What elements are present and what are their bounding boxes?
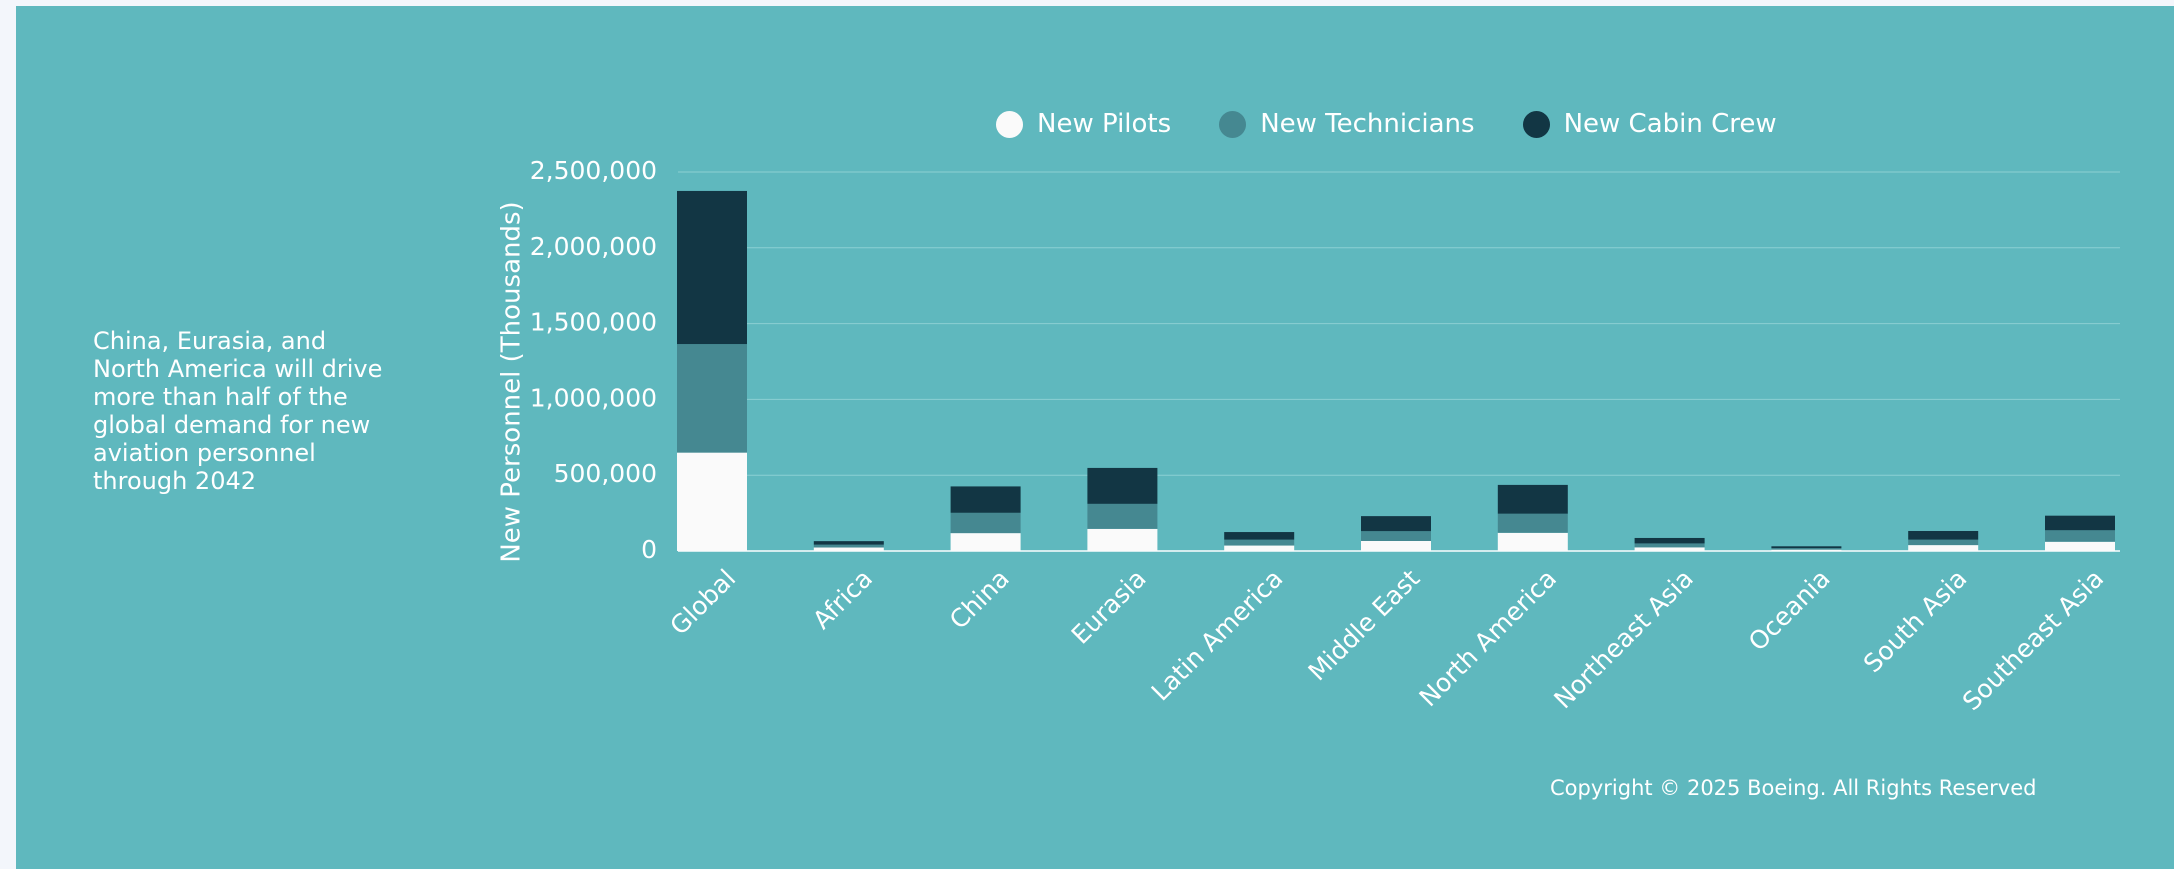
legend-label: New Technicians (1260, 109, 1475, 139)
description-line: through 2042 (93, 467, 257, 495)
bar-segment[interactable] (813, 544, 884, 548)
bar-stack[interactable] (677, 190, 747, 551)
gridlines (678, 171, 2120, 552)
legend-item-new-pilots[interactable]: New Pilots (996, 109, 1171, 139)
bar-segment[interactable] (1087, 467, 1158, 504)
description-line: aviation personnel (93, 439, 316, 467)
x-tick-label: Middle East (1303, 564, 1426, 687)
bar-segment[interactable] (677, 344, 747, 453)
bar-segment[interactable] (813, 541, 884, 545)
bar-segment[interactable] (1634, 547, 1705, 551)
bar-stack[interactable] (1771, 546, 1842, 551)
bar-segment[interactable] (1361, 540, 1431, 551)
chart-description: China, Eurasia, and North America will d… (93, 327, 423, 495)
description-line: more than half of the (93, 383, 348, 411)
bar-segment[interactable] (1634, 543, 1705, 548)
bar-segment[interactable] (1771, 549, 1842, 551)
x-tick-label: Global (664, 564, 741, 641)
bar-segment[interactable] (1908, 545, 1979, 551)
y-tick-label: 500,000 (554, 459, 657, 488)
x-tick-label: Oceania (1743, 564, 1836, 657)
bar-segment[interactable] (1224, 532, 1295, 540)
legend-swatch-new-pilots (996, 110, 1023, 138)
bar-segment[interactable] (1361, 531, 1431, 541)
bar-segment[interactable] (1497, 532, 1568, 551)
bar-segment[interactable] (1497, 513, 1568, 533)
legend-label: New Pilots (1037, 109, 1172, 139)
chart-legend: New Pilots New Technicians New Cabin Cre… (996, 106, 1777, 142)
copyright-notice: Copyright © 2025 Boeing. All Rights Rese… (1550, 776, 2037, 800)
bars (677, 190, 2115, 551)
description-line: North America will drive (93, 355, 383, 383)
bar-segment[interactable] (2045, 530, 2115, 542)
y-tick-label: 0 (641, 535, 657, 564)
bar-segment[interactable] (1771, 548, 1842, 550)
bar-segment[interactable] (1087, 503, 1158, 529)
legend-item-new-cabin-crew[interactable]: New Cabin Crew (1522, 109, 1777, 139)
bar-segment[interactable] (950, 512, 1021, 534)
legend-swatch-new-technicians (1219, 110, 1247, 138)
y-tick-label: 2,000,000 (530, 232, 657, 261)
y-tick-label: 1,000,000 (530, 383, 657, 412)
y-tick-label: 1,500,000 (530, 308, 657, 337)
y-tick-label: 2,500,000 (530, 156, 657, 185)
description-line: global demand for new (93, 411, 371, 439)
bar-stack[interactable] (1087, 467, 1158, 551)
x-tick-label: Eurasia (1066, 564, 1152, 650)
bar-stack[interactable] (1908, 530, 1979, 551)
legend-item-new-technicians[interactable]: New Technicians (1219, 109, 1475, 139)
bar-stack[interactable] (1497, 484, 1568, 551)
x-tick-label: China (944, 564, 1015, 635)
bar-stack[interactable] (813, 541, 884, 551)
bar-stack[interactable] (2045, 515, 2115, 551)
bar-segment[interactable] (677, 190, 747, 345)
x-tick-label: Africa (807, 564, 878, 635)
bar-segment[interactable] (2045, 515, 2115, 531)
bar-segment[interactable] (1361, 516, 1431, 532)
y-axis-label: New Personnel (Thousands) (497, 201, 527, 562)
bar-segment[interactable] (1497, 484, 1568, 514)
bar-segment[interactable] (950, 486, 1021, 513)
bar-segment[interactable] (677, 452, 747, 551)
x-tick-label: Southeast Asia (1957, 564, 2109, 716)
x-tick-label: Latin America (1146, 564, 1289, 707)
bar-segment[interactable] (1634, 537, 1705, 544)
bar-segment[interactable] (1908, 530, 1979, 540)
bar-stack[interactable] (1634, 537, 1705, 551)
legend-swatch-new-cabin-crew (1522, 110, 1550, 138)
x-tick-label: North America (1414, 564, 1562, 712)
bar-segment[interactable] (1087, 528, 1158, 551)
y-axis-ticks: 0 500,000 1,000,000 1,500,000 2,000,000 2,500… (530, 156, 657, 564)
bar-stack[interactable] (1224, 532, 1295, 551)
x-tick-label: Northeast Asia (1548, 564, 1698, 714)
bar-segment[interactable] (813, 547, 884, 551)
bar-stack[interactable] (950, 486, 1021, 551)
bar-segment[interactable] (1908, 539, 1979, 546)
bar-segment[interactable] (1771, 546, 1842, 549)
x-tick-label: South Asia (1858, 564, 1973, 679)
chart-panel (16, 6, 2174, 869)
bar-segment[interactable] (2045, 541, 2115, 551)
bar-segment[interactable] (1224, 539, 1295, 546)
bar-segment[interactable] (950, 533, 1021, 551)
legend-label: New Cabin Crew (1563, 109, 1777, 139)
bar-stack[interactable] (1361, 516, 1431, 551)
description-line: China, Eurasia, and (93, 327, 327, 355)
bar-segment[interactable] (1224, 545, 1295, 551)
